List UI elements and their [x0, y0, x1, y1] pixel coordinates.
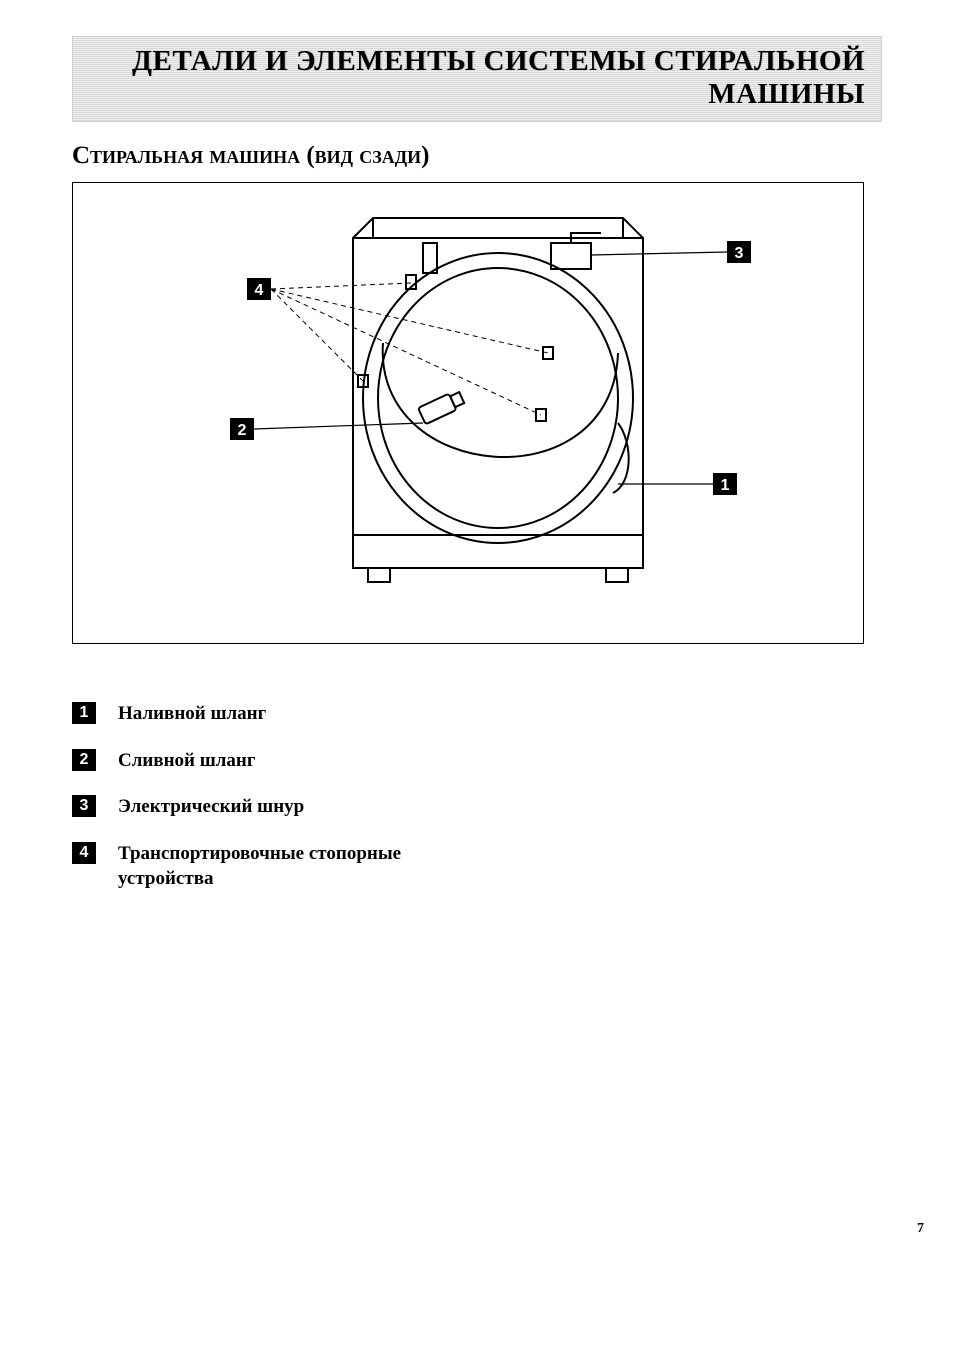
legend-text-2: Сливной шланг: [118, 749, 256, 774]
legend-text-4: Транспортировочные стопорные устройства: [118, 842, 438, 891]
figure-container: 3 1 2 4: [72, 182, 864, 644]
manual-page: ДЕТАЛИ И ЭЛЕМЕНТЫ СИСТЕМЫ СТИРАЛЬНОЙ МАШ…: [0, 0, 954, 1347]
callout-num-2: 2: [238, 422, 247, 439]
page-number: 7: [917, 1221, 924, 1237]
banner-line-1: ДЕТАЛИ И ЭЛЕМЕНТЫ СИСТЕМЫ СТИРАЛЬНОЙ: [89, 45, 865, 78]
legend-badge-1: 1: [72, 702, 96, 724]
legend: 1 Наливной шланг 2 Сливной шланг 3 Элект…: [72, 702, 882, 891]
legend-badge-3: 3: [72, 795, 96, 817]
callout-badge-2: 2: [230, 418, 254, 440]
legend-item: 3 Электрический шнур: [72, 795, 882, 820]
legend-item: 4 Транспортировочные стопорные устройств…: [72, 842, 882, 891]
callout-num-4: 4: [255, 282, 264, 299]
callout-num-1: 1: [721, 477, 730, 494]
legend-text-1: Наливной шланг: [118, 702, 266, 727]
callout-badge-1: 1: [713, 473, 737, 495]
rear-view-diagram: 3 1 2 4: [73, 183, 863, 643]
figure-subtitle: Стиральная машина (вид сзади): [72, 142, 882, 170]
banner-line-2: МАШИНЫ: [89, 78, 865, 111]
callout-badge-3: 3: [727, 241, 751, 263]
legend-badge-4: 4: [72, 842, 96, 864]
callout-badge-4: 4: [247, 278, 271, 300]
legend-item: 1 Наливной шланг: [72, 702, 882, 727]
legend-badge-2: 2: [72, 749, 96, 771]
callout-num-3: 3: [735, 245, 744, 262]
legend-text-3: Электрический шнур: [118, 795, 304, 820]
legend-item: 2 Сливной шланг: [72, 749, 882, 774]
section-banner: ДЕТАЛИ И ЭЛЕМЕНТЫ СИСТЕМЫ СТИРАЛЬНОЙ МАШ…: [72, 36, 882, 122]
